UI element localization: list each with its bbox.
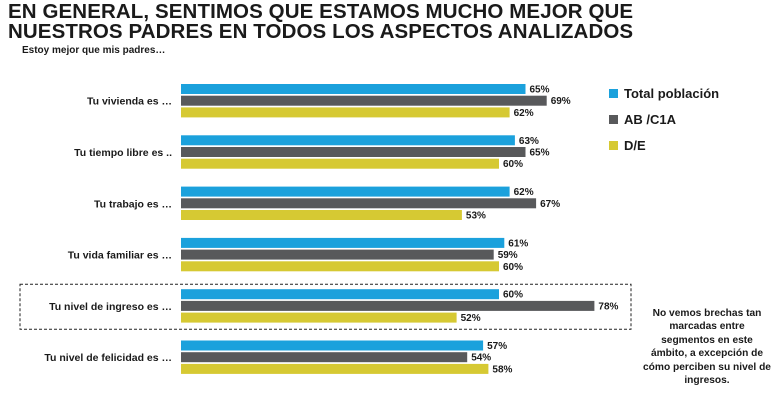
bar — [181, 312, 457, 323]
legend-item-total: Total población — [609, 80, 719, 106]
bar — [181, 95, 547, 106]
bar — [181, 340, 484, 351]
annotation-note: No vemos brechas tan marcadas entre segm… — [643, 308, 771, 387]
bar — [181, 210, 462, 220]
value-label: 65% — [530, 148, 550, 159]
bar — [181, 289, 499, 300]
bar — [181, 261, 499, 272]
bar — [181, 198, 537, 209]
bar — [181, 186, 510, 197]
value-label: 58% — [492, 364, 512, 375]
value-label: 54% — [471, 353, 491, 364]
category-label: Tu trabajo es … — [94, 198, 172, 210]
bar — [181, 237, 505, 248]
bar — [181, 84, 526, 94]
category-label: Tu nivel de felicidad es … — [44, 352, 172, 364]
value-label: 78% — [598, 301, 618, 312]
legend-item-de: D/E — [609, 132, 719, 158]
category-label: Tu vida familiar es … — [68, 250, 172, 262]
value-label: 67% — [540, 199, 560, 210]
value-label: 60% — [503, 159, 523, 170]
bar — [181, 135, 515, 146]
value-label: 62% — [514, 108, 534, 119]
category-label: Tu nivel de ingreso es … — [49, 301, 172, 313]
value-label: 62% — [514, 187, 534, 198]
bar — [181, 147, 526, 157]
legend-swatch-de — [609, 140, 618, 150]
bar — [181, 363, 489, 374]
category-label: Tu tiempo libre es .. — [74, 147, 172, 159]
legend-label-de: D/E — [624, 137, 646, 153]
value-label: 60% — [503, 262, 523, 273]
bar — [181, 107, 510, 118]
legend-item-ab: AB /C1A — [609, 106, 719, 132]
value-label: 59% — [498, 250, 518, 261]
value-label: 60% — [503, 290, 523, 301]
bar — [181, 158, 499, 169]
legend: Total población AB /C1A D/E — [609, 80, 719, 158]
bar — [181, 249, 494, 260]
bar — [181, 352, 468, 363]
value-label: 61% — [508, 238, 528, 249]
legend-swatch-total — [609, 88, 618, 98]
value-label: 69% — [551, 96, 571, 107]
value-label: 63% — [519, 136, 539, 147]
legend-label-total: Total población — [624, 85, 720, 101]
value-label: 57% — [487, 341, 507, 352]
chart-subtitle: Estoy mejor que mis padres… — [22, 45, 166, 56]
highlight-box — [19, 283, 632, 330]
legend-label-ab: AB /C1A — [624, 111, 677, 127]
value-label: 52% — [461, 313, 481, 324]
value-label: 53% — [466, 211, 486, 222]
value-label: 65% — [530, 85, 550, 96]
chart-title: EN GENERAL, SENTIMOS QUE ESTAMOS MUCHO M… — [8, 0, 634, 43]
legend-swatch-ab — [609, 114, 618, 124]
title-line-2: NUESTROS PADRES EN TODOS LOS ASPECTOS AN… — [8, 20, 634, 43]
bar — [181, 300, 595, 311]
title-line-1: EN GENERAL, SENTIMOS QUE ESTAMOS MUCHO M… — [8, 0, 634, 23]
category-label: Tu vivienda es … — [87, 96, 172, 108]
